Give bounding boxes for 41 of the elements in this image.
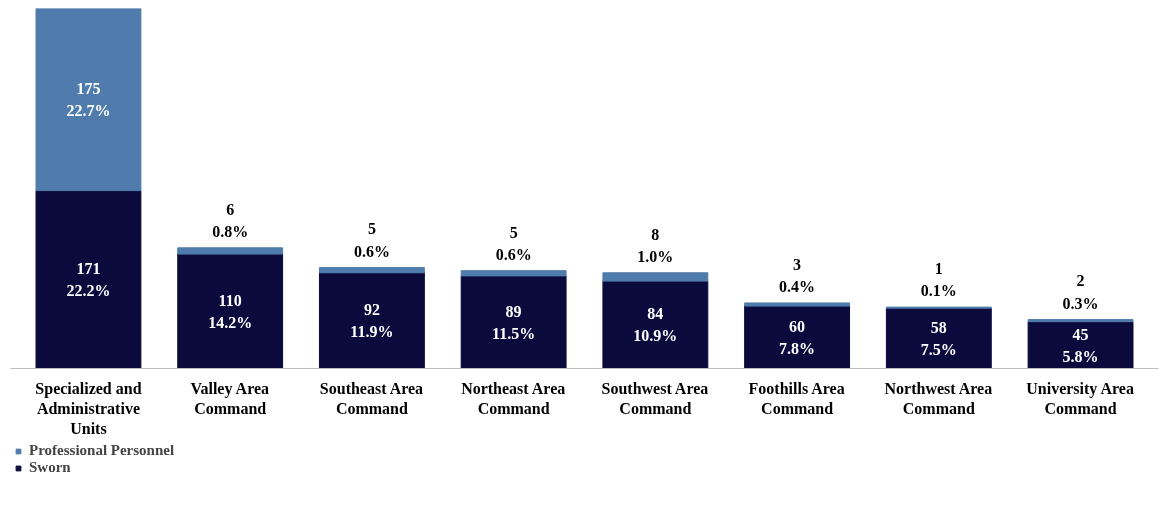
data-label: 8 1.0% (637, 225, 674, 265)
x-tick-label: Specialized and Administrative Units (35, 379, 142, 438)
x-tick-label: Northeast Area Command (461, 379, 566, 417)
bar (744, 302, 851, 307)
data-label: 175 22.7% (66, 79, 111, 120)
bar (885, 307, 992, 369)
data-label: 84 10.9% (633, 305, 678, 345)
bar (318, 267, 425, 274)
data-label: 6 0.8% (212, 200, 249, 240)
bar (744, 305, 851, 369)
data-label: 60 7.8% (779, 317, 816, 357)
bar (35, 190, 142, 369)
data-label: 45 5.8% (1062, 325, 1099, 365)
bar (602, 280, 709, 369)
bar (177, 253, 284, 369)
data-label: 3 0.4% (779, 255, 816, 295)
legend-label: Sworn (29, 459, 71, 476)
x-tick-label: Southeast Area Command (319, 379, 424, 417)
bar (318, 272, 425, 369)
data-label: 110 14.2% (208, 291, 253, 331)
bar (460, 270, 567, 277)
data-label: 171 22.2% (66, 259, 111, 300)
bar (177, 247, 284, 255)
legend-label: Professional Personnel (29, 442, 175, 459)
x-tick-label: Foothills Area Command (748, 379, 845, 417)
bar (602, 272, 709, 282)
bar (460, 275, 567, 369)
data-label: 1 0.1% (920, 260, 957, 300)
data-label: 58 7.5% (920, 318, 957, 358)
data-label: 92 11.9% (350, 301, 394, 341)
x-tick-label: Southwest Area Command (601, 379, 709, 417)
data-label: 89 11.5% (492, 302, 536, 342)
data-label: 5 0.6% (495, 223, 532, 263)
x-tick-label: Northwest Area Command (884, 379, 993, 417)
data-label: 2 0.3% (1062, 272, 1099, 312)
data-label: 5 0.6% (353, 220, 390, 260)
x-tick-label: Valley Area Command (190, 379, 270, 417)
bar (1027, 319, 1134, 323)
bar (1027, 321, 1134, 369)
x-tick-label: University Area Command (1026, 379, 1134, 417)
bar (35, 8, 142, 192)
